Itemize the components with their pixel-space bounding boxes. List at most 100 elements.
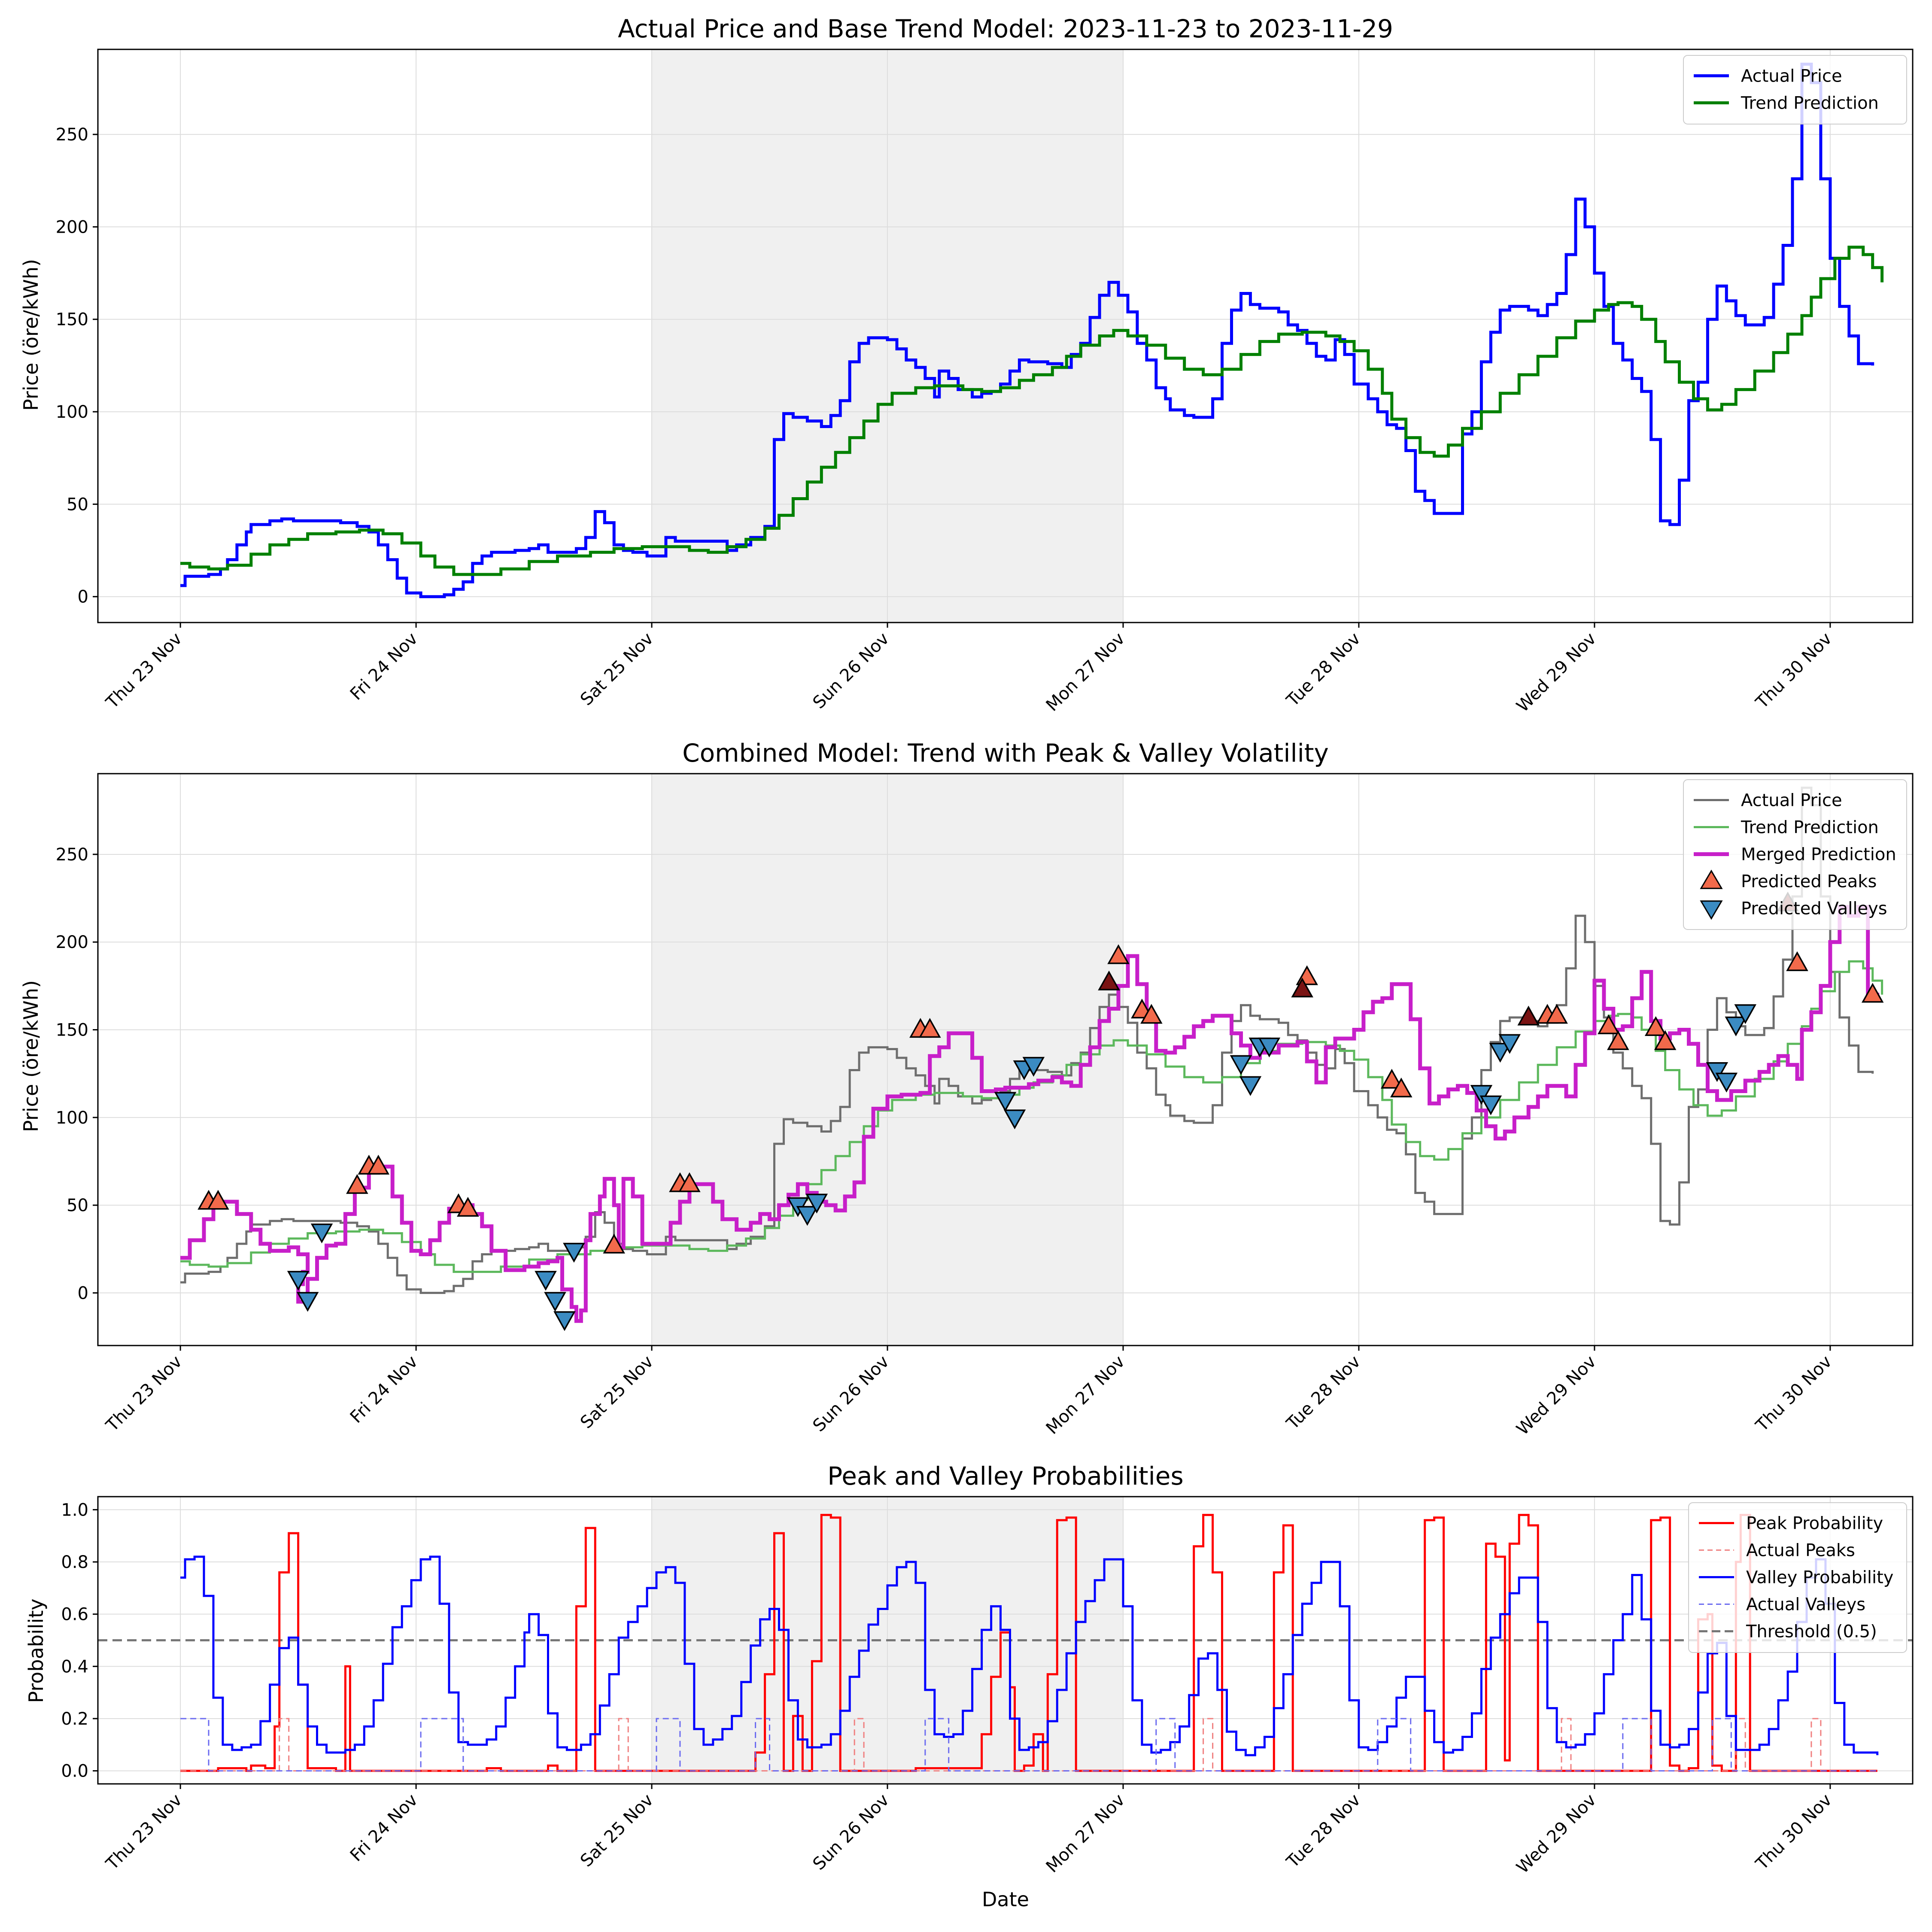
peak-marker: [1546, 1004, 1568, 1024]
valley-marker: [1706, 1062, 1728, 1082]
peak-marker: [1107, 944, 1130, 964]
peak-marker: [1654, 1030, 1677, 1050]
valley-marker: [1489, 1043, 1512, 1063]
legend-label: Threshold (0.5): [1746, 1622, 1877, 1642]
legend-label: Actual Price: [1741, 67, 1842, 86]
valley-marker: [796, 1206, 819, 1226]
series-line-actual-peaks: [180, 1718, 1877, 1772]
legend-label: Trend Prediction: [1741, 94, 1879, 113]
y-tick-label: 200: [56, 217, 88, 237]
peak-marker: [1607, 1030, 1629, 1050]
chart-bottom-legend: Peak Probability Actual Peaks Valley Proba…: [1688, 1502, 1907, 1653]
valley-marker: [1239, 1076, 1262, 1096]
chart-top-title: Actual Price and Base Trend Model: 2023-…: [618, 14, 1393, 43]
y-tick-label: 0.6: [61, 1605, 88, 1625]
valley-marker: [994, 1092, 1017, 1112]
legend-swatch: [1700, 900, 1723, 920]
chart-bottom-frame: [97, 1496, 1914, 1785]
y-tick-label: 50: [67, 495, 88, 514]
y-tick-label: 0.0: [61, 1762, 88, 1781]
valley-marker: [1734, 1004, 1757, 1024]
chart-middle-frame: [97, 773, 1914, 1346]
series-line-actual-price: [180, 787, 1874, 1294]
legend-box: [1688, 1502, 1907, 1653]
legend-label: Trend Prediction: [1741, 818, 1879, 838]
y-tick-label: 200: [56, 933, 88, 952]
chart-middle: Combined Model: Trend with Peak & Valley…: [19, 738, 1914, 1439]
valley-marker: [1479, 1095, 1502, 1115]
legend-label: Actual Price: [1741, 791, 1842, 811]
peak-marker: [457, 1197, 479, 1217]
y-tick-label: 0: [78, 587, 88, 607]
legend-label: Predicted Peaks: [1741, 872, 1877, 892]
legend-swatch: [1700, 869, 1723, 889]
chart-middle-legend: Actual Price Trend Prediction Merged Predi…: [1683, 779, 1907, 930]
valley-marker: [544, 1292, 566, 1312]
peak-marker: [1390, 1077, 1413, 1098]
valley-marker: [1725, 1016, 1747, 1036]
valley-marker: [296, 1292, 319, 1312]
y-tick-label: 0.8: [61, 1552, 88, 1572]
legend-box: [1683, 779, 1907, 930]
valley-marker: [805, 1194, 828, 1214]
legend-box: [1683, 55, 1907, 125]
peak-marker: [1381, 1069, 1403, 1089]
peak-marker: [1291, 977, 1313, 998]
peak-marker: [367, 1154, 390, 1175]
chart-bottom-title: Peak and Valley Probabilities: [827, 1461, 1183, 1491]
y-tick-label: 0.4: [61, 1657, 88, 1677]
y-tick-label: 100: [56, 402, 88, 422]
valley-marker: [563, 1242, 585, 1263]
y-tick-label: 0: [78, 1283, 88, 1303]
series-line-actual-price: [180, 63, 1874, 598]
legend-label: Actual Valleys: [1746, 1595, 1865, 1615]
y-tick-label: 150: [56, 1021, 88, 1040]
chart-top-ylabel: Price (öre/kWh): [19, 259, 43, 411]
peak-marker: [603, 1233, 626, 1254]
peak-marker: [1644, 1016, 1667, 1036]
valley-marker: [1022, 1057, 1045, 1077]
peak-marker: [678, 1172, 701, 1192]
legend-label: Peak Probability: [1746, 1514, 1883, 1534]
peak-marker: [1598, 1014, 1620, 1034]
peak-marker: [1861, 983, 1884, 1003]
legend-label: Valley Probability: [1746, 1568, 1893, 1588]
chart-middle-ylabel: Price (öre/kWh): [19, 980, 43, 1132]
valley-marker: [1258, 1037, 1281, 1057]
peak-marker: [1517, 1005, 1540, 1026]
valley-marker: [553, 1311, 576, 1331]
valley-marker: [1003, 1109, 1026, 1130]
valley-marker: [1230, 1055, 1252, 1075]
y-tick-label: 250: [56, 125, 88, 145]
chart-bottom-xlabel: Date: [982, 1888, 1029, 1911]
chart-top-legend: Actual Price Trend Prediction: [1683, 55, 1907, 125]
legend-label: Predicted Valleys: [1741, 899, 1887, 919]
y-tick-label: 50: [67, 1196, 88, 1215]
valley-marker: [1715, 1072, 1738, 1093]
y-tick-label: 100: [56, 1108, 88, 1128]
valley-marker: [287, 1271, 310, 1291]
y-tick-label: 150: [56, 310, 88, 330]
y-tick-label: 1.0: [61, 1500, 88, 1520]
valley-marker: [535, 1271, 557, 1291]
series-line-valley-probability: [180, 1555, 1879, 1756]
chart-middle-title: Combined Model: Trend with Peak & Valley…: [682, 738, 1329, 768]
chart-bottom-ylabel: Probability: [24, 1598, 48, 1703]
valley-marker: [1470, 1085, 1493, 1105]
valley-marker: [310, 1223, 333, 1244]
series-line-trend-prediction: [180, 960, 1883, 1273]
series-line-actual-valleys: [180, 1718, 1877, 1772]
valley-marker: [1498, 1034, 1521, 1054]
peak-marker: [1786, 951, 1808, 971]
chart-top-frame: [97, 49, 1914, 623]
legend-label: Merged Prediction: [1741, 845, 1896, 865]
peak-marker: [1140, 1004, 1163, 1024]
series-line-trend-prediction: [180, 246, 1884, 576]
peak-marker: [1098, 970, 1120, 990]
peak-marker: [207, 1190, 229, 1210]
legend-label: Actual Peaks: [1746, 1541, 1855, 1561]
y-tick-label: 250: [56, 845, 88, 865]
peak-marker: [919, 1018, 941, 1038]
peak-marker: [346, 1174, 368, 1194]
